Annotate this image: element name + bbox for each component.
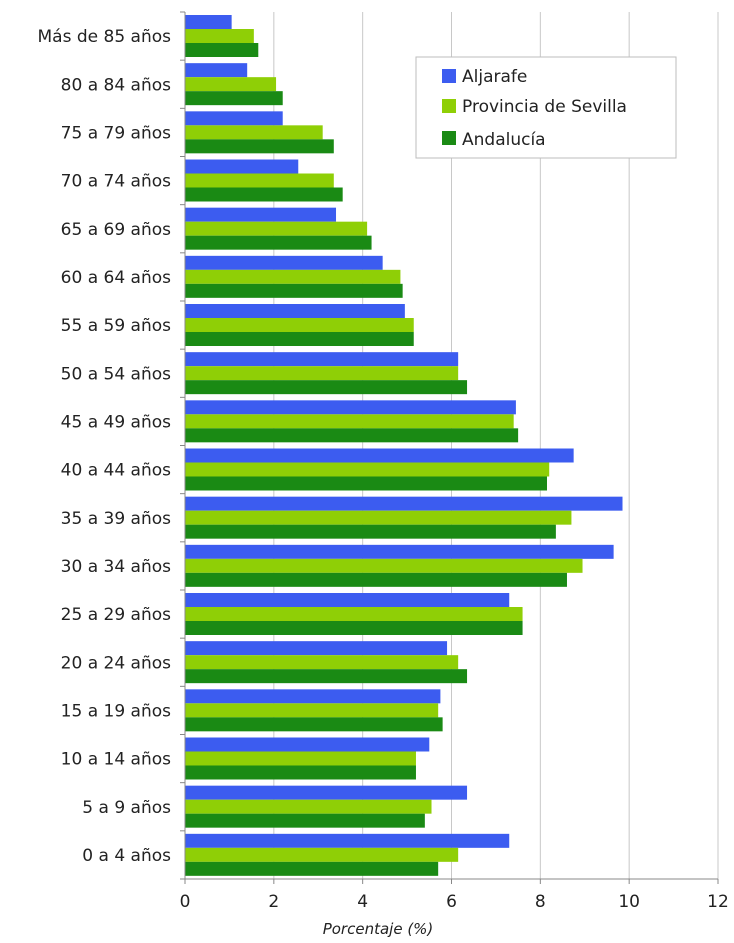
bar-aljarafe xyxy=(185,304,405,318)
bar-andalucia xyxy=(185,861,439,876)
bar-provincia xyxy=(185,558,583,573)
bar-andalucia xyxy=(185,43,259,57)
bar-provincia xyxy=(185,462,550,477)
legend-box xyxy=(415,56,677,159)
x-tick-label: 10 xyxy=(618,892,640,912)
bar-aljarafe xyxy=(185,15,232,29)
bars xyxy=(185,15,623,876)
y-tick-label: 35 a 39 años xyxy=(61,509,171,529)
x-axis-title: Porcentaje (%) xyxy=(323,920,434,938)
bar-andalucia xyxy=(185,669,468,684)
x-tick-label: 4 xyxy=(357,892,368,912)
bar-aljarafe xyxy=(185,544,614,559)
bar-provincia xyxy=(185,221,368,236)
bar-provincia xyxy=(185,607,523,621)
bar-provincia xyxy=(185,510,572,525)
bar-aljarafe xyxy=(185,207,337,222)
y-tick-label: 40 a 44 años xyxy=(61,461,171,481)
y-tick-label: 5 a 9 años xyxy=(82,798,171,818)
y-tick-label: Más de 85 años xyxy=(38,27,172,47)
bar-provincia xyxy=(185,655,459,670)
x-tick-label: 8 xyxy=(535,892,546,912)
bar-aljarafe xyxy=(185,159,299,174)
bar-provincia xyxy=(185,799,432,814)
x-tick-label: 6 xyxy=(446,892,457,912)
bar-aljarafe xyxy=(185,689,441,704)
bar-andalucia xyxy=(185,283,403,298)
bar-provincia xyxy=(185,366,459,381)
bar-aljarafe xyxy=(185,737,430,752)
y-tick-labels: Más de 85 años 80 a 84 años 75 a 79 años 70… xyxy=(38,11,185,880)
bar-provincia xyxy=(185,77,277,92)
bar-provincia xyxy=(185,269,401,284)
y-tick-label: 65 a 69 años xyxy=(61,220,171,240)
y-tick-label: 75 a 79 años xyxy=(61,123,171,143)
legend-swatch-provincia xyxy=(442,99,456,113)
y-tick-label: 80 a 84 años xyxy=(61,75,171,95)
bar-aljarafe xyxy=(185,496,623,511)
bar-andalucia xyxy=(185,813,425,828)
bar-andalucia xyxy=(185,524,556,539)
bar-provincia xyxy=(185,414,514,429)
legend-label-aljarafe: Aljarafe xyxy=(462,67,527,87)
x-tick-label: 2 xyxy=(268,892,279,912)
bar-andalucia xyxy=(185,91,283,106)
bar-andalucia xyxy=(185,235,372,250)
y-tick-label: 20 a 24 años xyxy=(61,653,171,673)
bar-provincia xyxy=(185,125,323,140)
bar-andalucia xyxy=(185,717,443,732)
y-tick-label: 0 a 4 años xyxy=(82,846,171,866)
bar-aljarafe xyxy=(185,63,248,78)
bar-aljarafe xyxy=(185,111,283,126)
bar-aljarafe xyxy=(185,833,510,848)
bar-aljarafe xyxy=(185,255,383,270)
bar-aljarafe xyxy=(185,448,574,463)
y-tick-label: 25 a 29 años xyxy=(61,605,171,625)
bar-andalucia xyxy=(185,139,334,154)
bar-aljarafe xyxy=(185,400,516,415)
bar-provincia xyxy=(185,847,459,862)
bar-andalucia xyxy=(185,428,519,443)
y-tick-label: 45 a 49 años xyxy=(61,412,171,432)
bar-andalucia xyxy=(185,476,547,491)
legend-swatch-andalucia xyxy=(442,131,456,145)
legend-label-provincia: Provincia de Sevilla xyxy=(462,97,627,117)
bar-andalucia xyxy=(185,621,523,635)
bar-provincia xyxy=(185,703,439,718)
y-tick-label: 10 a 14 años xyxy=(61,750,171,770)
legend-swatch-aljarafe xyxy=(442,69,456,83)
legend-label-andalucia: Andalucía xyxy=(462,130,546,150)
bar-aljarafe xyxy=(185,785,468,800)
x-tick-labels: 0 2 4 6 8 10 12 xyxy=(180,879,729,912)
bar-provincia xyxy=(185,751,416,766)
y-tick-label: 55 a 59 años xyxy=(61,316,171,336)
bar-aljarafe xyxy=(185,641,448,656)
bar-andalucia xyxy=(185,572,567,587)
y-tick-label: 30 a 34 años xyxy=(61,557,171,577)
bar-andalucia xyxy=(185,380,468,395)
y-tick-label: 70 a 74 años xyxy=(61,172,171,192)
bar-aljarafe xyxy=(185,593,510,607)
bar-andalucia xyxy=(185,332,414,346)
x-tick-label: 12 xyxy=(707,892,729,912)
y-tick-label: 60 a 64 años xyxy=(61,268,171,288)
y-tick-label: 15 a 19 años xyxy=(61,701,171,721)
bar-andalucia xyxy=(185,765,416,780)
x-tick-label: 0 xyxy=(180,892,191,912)
bar-provincia xyxy=(185,29,254,43)
bar-andalucia xyxy=(185,187,343,202)
bar-provincia xyxy=(185,173,334,188)
y-tick-label: 50 a 54 años xyxy=(61,364,171,384)
bar-aljarafe xyxy=(185,352,459,367)
legend: Aljarafe Provincia de Sevilla Andalucía xyxy=(415,56,677,159)
bar-provincia xyxy=(185,318,414,332)
